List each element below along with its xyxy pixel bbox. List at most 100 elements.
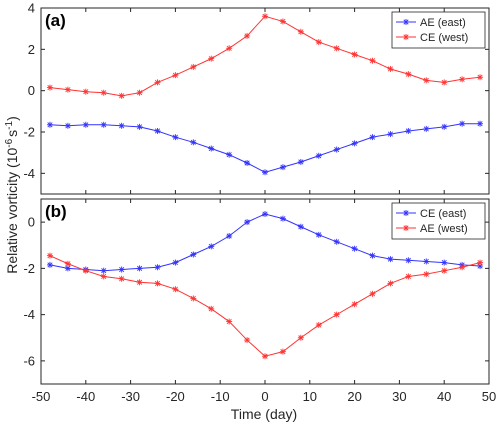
x-tick-label: -40 xyxy=(76,389,95,404)
data-point xyxy=(46,261,53,268)
data-point xyxy=(315,322,322,329)
data-point xyxy=(64,122,71,129)
x-tick-label: -30 xyxy=(121,389,140,404)
data-point xyxy=(297,28,304,35)
data-point xyxy=(82,121,89,128)
data-point xyxy=(244,219,251,226)
data-point xyxy=(136,89,143,96)
legend: CE (east) AE (west) xyxy=(391,202,486,240)
legend-entry: CE (east) xyxy=(420,208,466,220)
data-point xyxy=(172,286,179,293)
y-tick-label: -4 xyxy=(23,307,35,322)
data-point xyxy=(423,271,430,278)
data-point xyxy=(244,160,251,166)
data-point xyxy=(387,65,394,72)
data-point xyxy=(208,145,215,152)
y-tick-label: -2 xyxy=(23,125,35,140)
data-point xyxy=(405,257,412,264)
panel-a: -4 -2 0 2 4 (a) AE (east) CE (west) xyxy=(23,1,490,195)
x-tick-label: 20 xyxy=(347,389,361,404)
y-tick-label: 4 xyxy=(28,1,35,16)
data-point xyxy=(262,353,268,360)
legend-entry: CE (west) xyxy=(420,32,468,44)
legend-entry: AE (east) xyxy=(420,17,466,29)
data-point xyxy=(459,76,466,83)
data-point xyxy=(477,120,484,127)
data-point xyxy=(172,259,179,266)
data-point xyxy=(423,125,430,132)
data-point xyxy=(172,134,179,141)
data-point xyxy=(387,131,394,138)
data-point xyxy=(441,123,448,130)
data-point xyxy=(351,51,358,58)
x-tick-label: 10 xyxy=(303,389,317,404)
data-point xyxy=(405,273,412,280)
panel-label: (a) xyxy=(45,11,66,30)
data-point xyxy=(423,258,430,265)
x-tick-label: -10 xyxy=(211,389,230,404)
data-point xyxy=(154,79,161,86)
x-tick-label: 40 xyxy=(437,389,451,404)
data-point xyxy=(226,45,233,52)
data-point xyxy=(64,260,71,267)
data-point xyxy=(46,84,53,91)
data-point xyxy=(279,348,286,355)
data-point xyxy=(441,79,448,86)
data-point xyxy=(136,279,143,286)
data-point xyxy=(262,13,268,20)
y-tick-label: -6 xyxy=(23,353,35,368)
data-point xyxy=(441,267,448,274)
data-point xyxy=(136,123,143,130)
data-point xyxy=(190,295,197,302)
data-point xyxy=(279,164,286,171)
data-point xyxy=(387,256,394,263)
x-tick-label: -20 xyxy=(166,389,185,404)
data-point xyxy=(333,311,340,318)
data-point xyxy=(477,259,484,266)
x-tick-label: 30 xyxy=(392,389,406,404)
y-tick-label: -4 xyxy=(23,166,35,181)
y-tick-label: 2 xyxy=(28,42,35,57)
data-point xyxy=(208,243,215,250)
data-point xyxy=(297,334,304,341)
data-point xyxy=(154,280,161,287)
data-point xyxy=(136,265,143,272)
data-point xyxy=(441,259,448,266)
data-point xyxy=(279,215,286,222)
data-point xyxy=(315,152,322,159)
data-point xyxy=(262,169,268,176)
data-point xyxy=(369,290,376,297)
legend-entry: AE (west) xyxy=(420,223,468,235)
data-point xyxy=(100,267,107,274)
data-point xyxy=(64,86,71,93)
data-point xyxy=(100,273,107,280)
data-point xyxy=(190,251,197,258)
data-point xyxy=(46,121,53,128)
legend-marker xyxy=(403,19,409,25)
data-point xyxy=(244,32,251,39)
data-point xyxy=(369,134,376,141)
legend-marker xyxy=(403,210,409,216)
data-point xyxy=(190,139,197,146)
data-point xyxy=(315,39,322,46)
data-point xyxy=(405,71,412,78)
y-tick-label: 0 xyxy=(28,215,35,230)
data-point xyxy=(333,45,340,52)
data-point xyxy=(46,252,53,259)
data-point xyxy=(226,151,233,158)
y-tick-label: -2 xyxy=(23,261,35,276)
data-point xyxy=(172,72,179,79)
legend: AE (east) CE (west) xyxy=(391,11,486,49)
data-point xyxy=(351,140,358,147)
data-point xyxy=(405,127,412,134)
data-point xyxy=(118,122,125,129)
data-point xyxy=(154,127,161,134)
data-point xyxy=(100,121,107,128)
panel-label: (b) xyxy=(45,202,67,221)
data-point xyxy=(226,233,233,239)
data-point xyxy=(315,231,322,238)
data-point xyxy=(118,266,125,273)
data-point xyxy=(262,211,268,218)
data-point xyxy=(208,55,215,62)
